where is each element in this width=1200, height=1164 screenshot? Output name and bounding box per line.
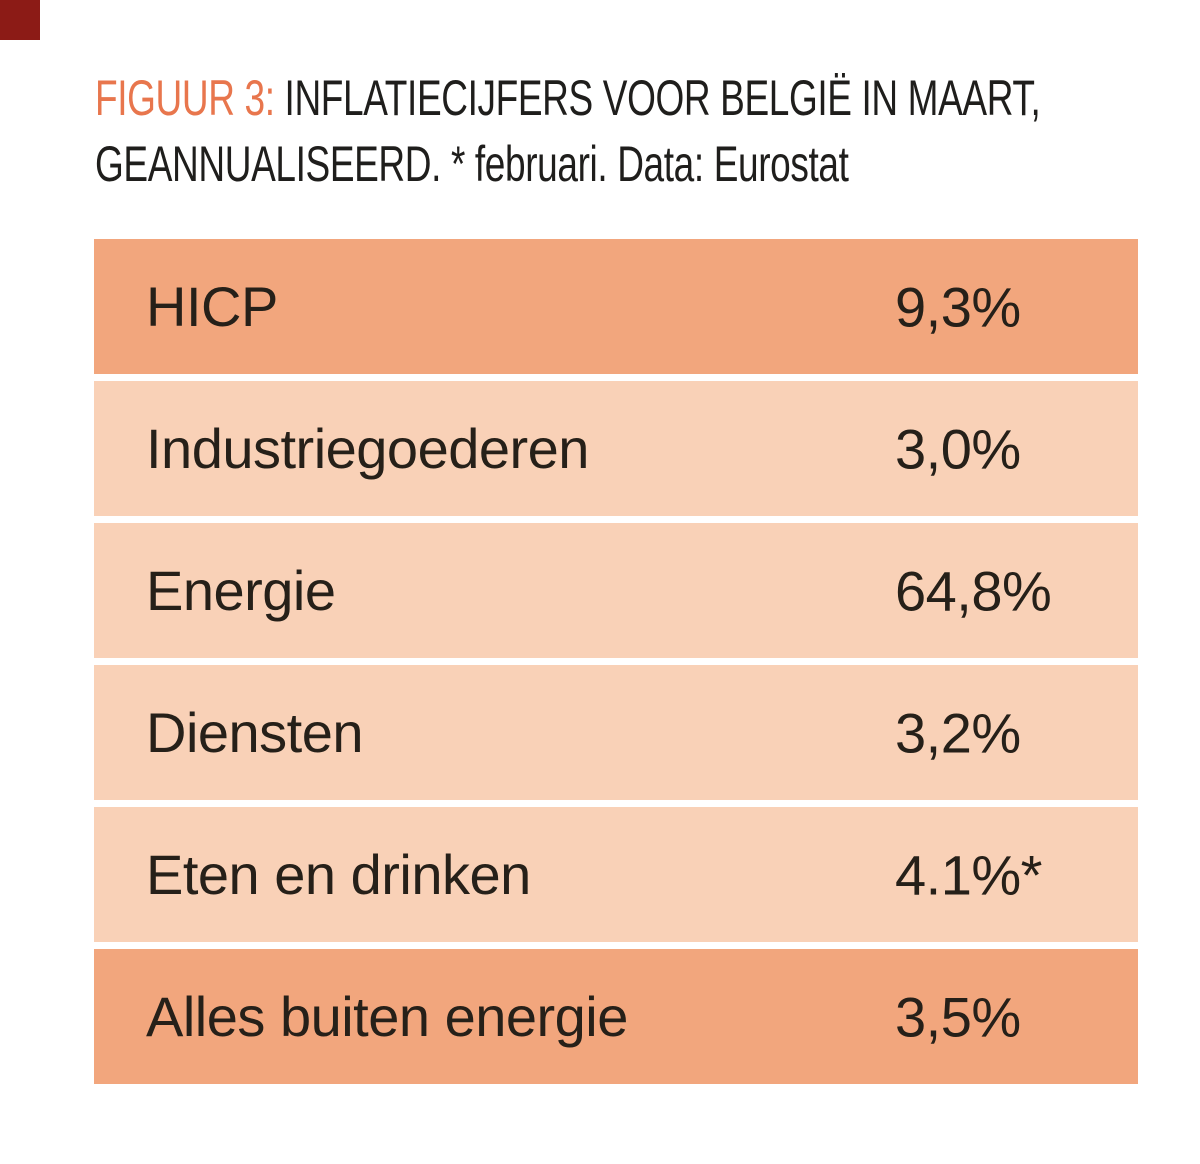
row-value: 64,8% [895, 559, 1052, 622]
row-label: Alles buiten energie [146, 985, 628, 1048]
row-label: Diensten [146, 701, 364, 764]
figure-label: FIGUUR 3: [95, 70, 275, 126]
figure-title-line2: GEANNUALISEERD. * februari. Data: Eurost… [95, 136, 849, 192]
table-row: Energie 64,8% [94, 523, 1138, 658]
row-label: Eten en drinken [146, 843, 531, 906]
row-label: Energie [146, 559, 336, 622]
row-value: 3,0% [895, 417, 1021, 480]
inflation-table: HICP 9,3% Industriegoederen 3,0% Energie 64,8… [94, 239, 1138, 1084]
figure-title-line1: FIGUUR 3: INFLATIECIJFERS VOOR BELGIË IN… [95, 65, 1041, 131]
table-row: Diensten 3,2% [94, 665, 1138, 800]
table-row: Alles buiten energie 3,5% [94, 949, 1138, 1084]
table-row: HICP 9,3% [94, 239, 1138, 374]
table-row: Industriegoederen 3,0% [94, 381, 1138, 516]
row-label: Industriegoederen [146, 417, 589, 480]
figure-title: FIGUUR 3: INFLATIECIJFERS VOOR BELGIË IN… [95, 65, 1200, 197]
row-value: 3,5% [895, 985, 1021, 1048]
row-label: HICP [146, 275, 278, 338]
row-value: 9,3% [895, 275, 1021, 338]
row-value: 3,2% [895, 701, 1021, 764]
corner-accent-square [0, 0, 40, 40]
table-row: Eten en drinken 4.1%* [94, 807, 1138, 942]
row-value: 4.1%* [895, 843, 1042, 906]
figure-title-line1-text: INFLATIECIJFERS VOOR BELGIË IN MAART, [274, 70, 1041, 126]
